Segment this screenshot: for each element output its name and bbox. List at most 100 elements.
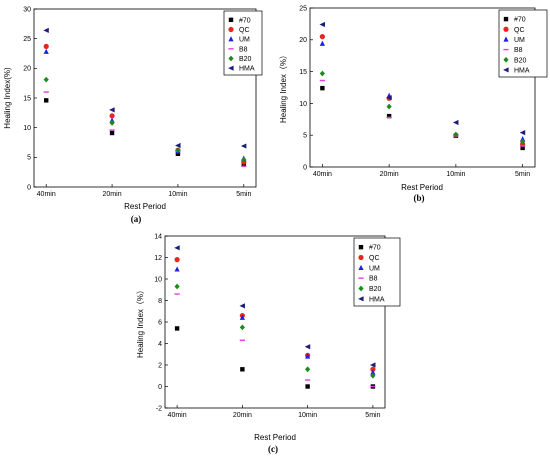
plot-frame xyxy=(309,7,536,168)
data-point-b8 xyxy=(109,129,115,131)
data-point-hma xyxy=(239,303,245,309)
chart-panel-a: 0 5 10 15 20 25 30 40min 20min 10min 5min Rest Peri… xyxy=(3,6,263,224)
legend-marker xyxy=(503,48,509,51)
data-point-b20 xyxy=(43,76,49,83)
data-point-b8 xyxy=(241,165,247,167)
data-point-hma xyxy=(109,107,115,113)
data-point-um xyxy=(239,314,245,320)
y-tick-label: 5 xyxy=(27,155,31,162)
legend-marker xyxy=(503,67,509,73)
data-point-b20 xyxy=(520,138,526,145)
x-tick-label: 5min xyxy=(515,171,530,178)
data-point-qc xyxy=(319,34,325,40)
legend-marker xyxy=(503,36,509,42)
y-tick-label: 0 xyxy=(27,184,31,191)
legend-entry: B8 xyxy=(239,46,248,53)
data-point-hma xyxy=(240,143,247,149)
y-axis-title: Healing Index(%) xyxy=(3,67,12,129)
legend-entry: #70 xyxy=(239,17,251,24)
y-tick-label: 0 xyxy=(303,164,307,171)
data-point-hma xyxy=(370,362,376,368)
y-axis-title: Healing Index（%） xyxy=(136,286,145,358)
data-point-n70 xyxy=(305,384,310,389)
data-point-hma xyxy=(174,245,180,251)
legend-marker xyxy=(228,26,234,33)
legend-marker xyxy=(503,16,509,22)
data-point-b20 xyxy=(370,372,376,379)
legend-entry: HMA xyxy=(514,67,530,74)
data-point-b20 xyxy=(305,366,311,373)
y-tick-label: 30 xyxy=(23,6,31,13)
data-point-b8 xyxy=(239,339,245,341)
legend-marker xyxy=(228,55,234,62)
legend-entry: HMA xyxy=(369,296,385,303)
data-point-hma xyxy=(43,27,49,33)
data-point-b20 xyxy=(109,120,115,126)
y-tick-label: 15 xyxy=(23,95,31,102)
legend-marker xyxy=(228,36,234,42)
y-tick-label: 12 xyxy=(154,255,162,262)
data-point-hma xyxy=(319,21,325,28)
data-point-n70 xyxy=(175,151,181,156)
data-point-b20 xyxy=(241,156,247,163)
legend-entry: UM xyxy=(369,265,380,272)
legend-marker xyxy=(358,277,364,279)
y-tick-label: 20 xyxy=(299,37,307,44)
y-tick-label: 25 xyxy=(23,36,31,43)
data-point-b8 xyxy=(305,379,311,381)
legend-entry: HMA xyxy=(239,66,255,73)
x-tick-label: 5min xyxy=(236,191,251,198)
panel-label: (b) xyxy=(414,193,425,203)
x-tick-label: 40min xyxy=(168,412,187,419)
y-tick-label: 0 xyxy=(158,384,162,391)
x-tick-label: 10min xyxy=(168,191,187,198)
data-point-n70 xyxy=(44,98,49,103)
chart-panel-b: 0 5 10 15 20 25 40min 20min 10min 5min Rest Period… xyxy=(279,5,548,203)
legend-entry: QC xyxy=(239,27,250,34)
legend-marker xyxy=(503,26,509,32)
data-point-um xyxy=(305,353,311,359)
y-tick-label: -2 xyxy=(156,405,162,412)
data-point-um xyxy=(319,40,325,46)
y-tick-label: 15 xyxy=(299,69,307,76)
data-point-b8 xyxy=(319,79,325,82)
legend-marker xyxy=(358,296,364,302)
x-tick-label: 40min xyxy=(313,171,332,178)
x-axis-title: Rest Period xyxy=(124,202,166,211)
y-tick-label: 10 xyxy=(299,101,307,108)
legend-marker xyxy=(228,65,234,71)
data-point-b8 xyxy=(43,91,49,93)
y-tick-label: 25 xyxy=(299,5,307,12)
data-point-n70 xyxy=(109,130,115,136)
legend-entry: UM xyxy=(239,37,250,44)
legend-marker xyxy=(503,56,509,63)
legend-entry: B8 xyxy=(369,276,378,283)
legend-marker xyxy=(358,244,364,250)
x-tick-label: 20min xyxy=(380,171,399,178)
data-point-b20 xyxy=(175,147,181,154)
legend-entry: B20 xyxy=(369,286,382,293)
data-point-hma xyxy=(519,130,526,136)
legend-marker xyxy=(358,264,364,271)
data-point-qc xyxy=(43,43,49,49)
data-point-b20 xyxy=(174,283,180,290)
plot-frame xyxy=(33,8,257,188)
data-point-b20 xyxy=(319,70,325,77)
data-point-hma xyxy=(175,142,181,149)
y-tick-label: 8 xyxy=(158,298,162,305)
panel-label: (c) xyxy=(268,444,278,454)
data-point-b8 xyxy=(386,116,392,119)
legend-entry: UM xyxy=(514,37,525,44)
legend-entry: #70 xyxy=(514,17,526,24)
y-tick-label: 10 xyxy=(23,125,31,132)
data-point-n70 xyxy=(320,85,325,91)
data-point-b20 xyxy=(239,324,245,331)
x-tick-label: 20min xyxy=(233,412,252,419)
x-tick-label: 40min xyxy=(37,191,56,198)
data-point-qc xyxy=(109,113,115,119)
legend-marker xyxy=(358,254,364,261)
x-tick-label: 5min xyxy=(365,412,380,419)
data-point-hma xyxy=(304,344,311,350)
y-tick-label: 14 xyxy=(154,233,162,240)
